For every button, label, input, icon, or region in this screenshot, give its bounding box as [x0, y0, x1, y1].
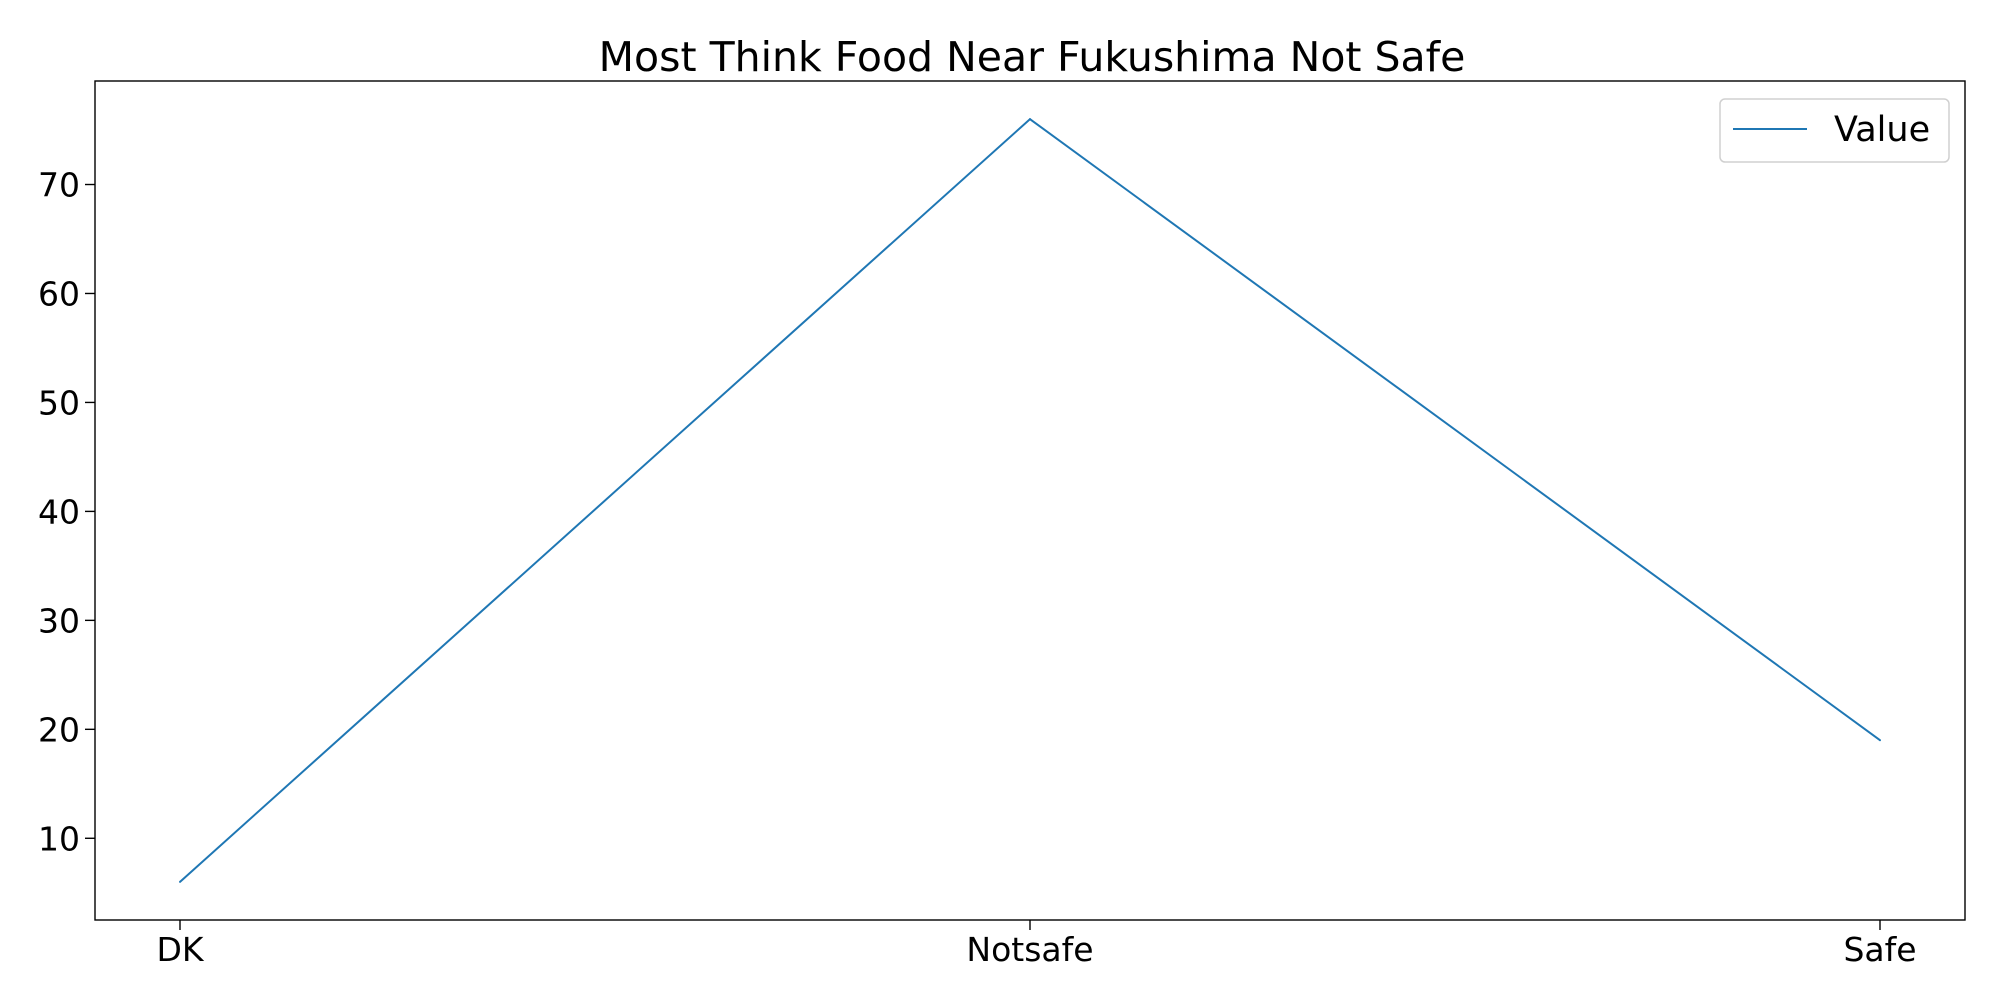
series-layer	[179, 117, 1881, 883]
y-tick-label: 60	[38, 274, 80, 313]
y-tick-label: 40	[38, 492, 80, 531]
x-tick-label: Safe	[1843, 930, 1916, 969]
x-axis-ticks: DK Notsafe Safe	[156, 920, 1917, 969]
plot-frame	[94, 80, 1966, 921]
data-point	[1029, 118, 1031, 121]
y-tick-label: 50	[38, 383, 80, 422]
x-tick-label: Notsafe	[966, 930, 1093, 969]
chart-title: Most Think Food Near Fukushima Not Safe	[599, 33, 1466, 81]
legend-box	[1719, 98, 1950, 163]
y-tick-label: 30	[38, 601, 80, 640]
y-tick-label: 20	[38, 710, 80, 749]
legend: Value	[1719, 98, 1950, 163]
y-tick-label: 10	[38, 819, 80, 858]
y-axis-ticks: 10 20 30 40 50 60 70	[38, 166, 95, 858]
legend-label: Value	[1834, 110, 1930, 150]
data-point	[179, 880, 181, 883]
y-tick-label: 70	[38, 166, 80, 205]
x-tick-label: DK	[156, 930, 204, 969]
data-point	[1879, 739, 1881, 742]
